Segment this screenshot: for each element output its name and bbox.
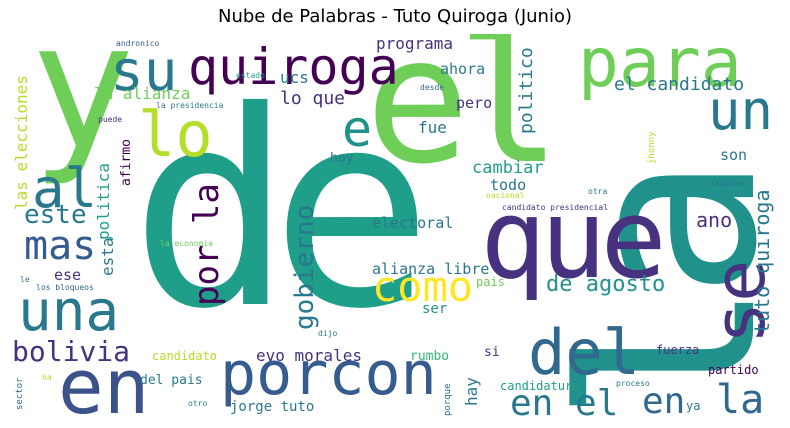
word-pero: pero: [456, 94, 493, 112]
word-un: un: [708, 79, 774, 142]
word-dijo: dijo: [318, 329, 338, 338]
word-del-pais: del pais: [140, 373, 203, 388]
word-sector: sector: [15, 377, 25, 410]
word-evo-morales: evo morales: [256, 346, 362, 365]
word-ha: ha: [42, 373, 52, 382]
word-la-presidencia: la presidencia: [156, 101, 224, 110]
word-candidato-presidencial: candidato presidencial: [502, 203, 608, 212]
word-la-economia: la economia: [160, 239, 213, 248]
word-una: una: [18, 279, 120, 344]
word-y: y: [30, 34, 136, 189]
word-ano: ano: [696, 208, 733, 232]
word-proceso: proceso: [616, 379, 650, 388]
word-rumbo: rumbo: [410, 349, 450, 364]
word-fuerza: fuerza: [656, 343, 700, 357]
word-otra: otra: [588, 187, 608, 196]
word-mas: mas: [24, 223, 97, 269]
word-porque: porque: [443, 383, 453, 416]
word-el: el: [365, 34, 562, 203]
word-tambien: tambien: [710, 179, 744, 188]
word-politico: politico: [516, 47, 537, 134]
word-ser: ser: [422, 301, 448, 317]
word-como: como: [372, 262, 474, 311]
word-todo: todo: [490, 176, 527, 194]
word-ya: ya: [686, 399, 701, 413]
word-andronico: andronico: [116, 39, 160, 48]
word-cambiar: cambiar: [472, 158, 544, 178]
word-tuto-quiroga: tuto quiroga: [750, 189, 774, 335]
word-quiroga: quiroga: [188, 38, 399, 96]
word-en-2: en: [642, 381, 686, 420]
word-candidato: candidato: [152, 349, 218, 363]
word-los-bloqueos: los bloqueos: [36, 283, 94, 292]
word-candidatura: candidatura: [500, 379, 580, 393]
word-de-agosto: de agosto: [546, 272, 666, 297]
chart-title: Nube de Palabras - Tuto Quiroga (Junio): [217, 6, 572, 27]
word-cloud: de la el y que en para porcon se del una…: [10, 34, 780, 420]
word-le: le: [20, 275, 30, 284]
word-gobierno: gobierno: [290, 204, 320, 330]
word-esta: esta: [98, 237, 117, 276]
word-ahora: ahora: [440, 60, 486, 78]
word-afirmo: afirmo: [119, 139, 134, 186]
word-en-el: en el: [510, 383, 619, 421]
word-lo: lo: [138, 98, 213, 171]
word-este: este: [24, 200, 87, 230]
word-desde: desde: [420, 83, 445, 92]
word-partido: partido: [708, 363, 759, 377]
word-puede: puede: [98, 115, 123, 124]
word-politica: politica: [94, 162, 113, 240]
word-la-2: la: [716, 377, 765, 420]
word-ucs: ucs: [280, 68, 309, 87]
word-del: del: [528, 316, 640, 389]
word-hoy: hoy: [330, 151, 354, 166]
word-para: para: [578, 34, 742, 103]
word-su: su: [110, 39, 178, 104]
word-al: al: [32, 157, 98, 220]
word-estado: estado: [236, 71, 265, 80]
word-otro: otro: [188, 399, 208, 408]
word-electoral: electoral: [372, 214, 454, 232]
word-porcon: porcon: [220, 339, 437, 409]
word-el-candidato: el candidato: [614, 74, 745, 95]
word-fue: fue: [418, 118, 447, 137]
word-ese: ese: [54, 266, 82, 284]
word-e: e: [342, 100, 373, 158]
word-de: de: [130, 53, 433, 368]
word-la-alianza: la alianza: [94, 84, 191, 103]
word-en: en: [58, 342, 150, 421]
word-hay: hay: [462, 377, 481, 406]
word-nacional: nacional: [486, 191, 525, 200]
word-bolivia: bolivia: [12, 335, 131, 368]
word-programa: programa: [376, 34, 454, 53]
word-jorge-tuto: jorge tuto: [230, 399, 315, 415]
word-son: son: [720, 146, 748, 164]
word-que: que: [480, 175, 667, 303]
word-las-elecciones: las elecciones: [12, 75, 31, 210]
word-si: si: [484, 345, 500, 360]
word-pais: pais: [476, 275, 505, 289]
word-lo-que: lo que: [280, 88, 346, 109]
word-jhonny: jhonny: [647, 131, 657, 164]
word-alianza-libre: alianza libre: [372, 260, 490, 278]
